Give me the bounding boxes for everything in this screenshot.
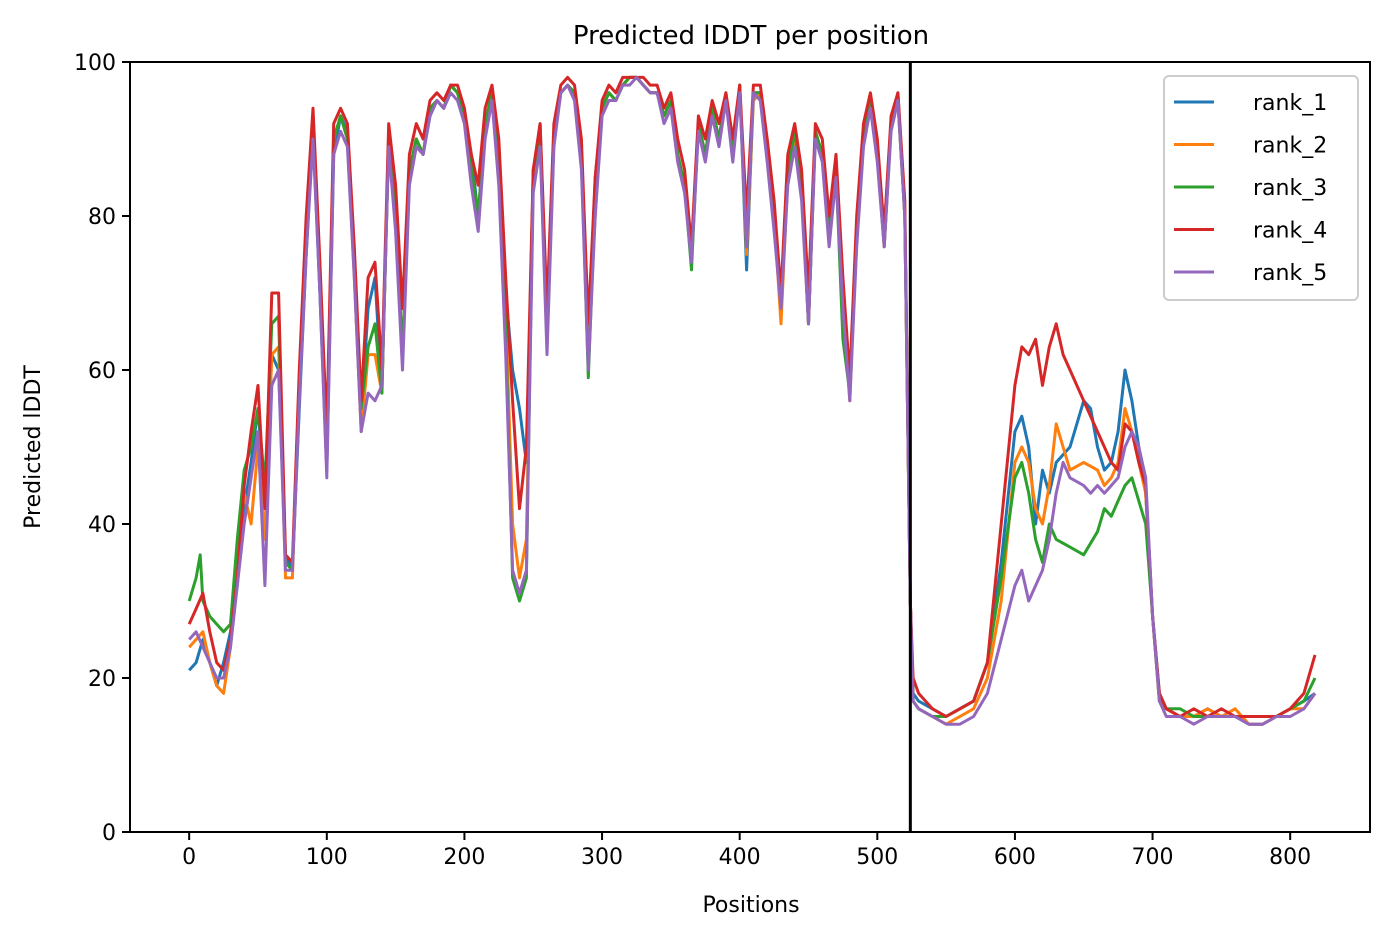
series-layer xyxy=(187,75,1317,726)
x-tick-label: 100 xyxy=(306,845,348,870)
y-tick-label: 60 xyxy=(88,359,116,384)
x-axis-label: Positions xyxy=(702,893,799,918)
legend-box xyxy=(1163,75,1359,301)
y-tick-label: 40 xyxy=(88,513,116,538)
legend-label-rank-1: rank_1 xyxy=(1253,91,1327,116)
legend-label-rank-5: rank_5 xyxy=(1253,261,1327,286)
x-tick-label: 700 xyxy=(1132,845,1174,870)
x-tick-label: 0 xyxy=(182,845,196,870)
legend-label-rank-3: rank_3 xyxy=(1253,176,1327,201)
series-line-rank-4 xyxy=(187,75,1317,718)
x-tick-label: 600 xyxy=(994,845,1036,870)
y-tick-label: 0 xyxy=(102,821,116,846)
x-tick-label: 500 xyxy=(856,845,898,870)
series-line-rank-3 xyxy=(187,75,1317,718)
axes-layer: 0 100 200 300 400 500 600 700 800 0 20 40 60 80 100 xyxy=(74,51,1371,870)
y-tick-label: 100 xyxy=(74,51,116,76)
series-line-rank-1 xyxy=(188,75,1316,726)
chart-title: Predicted lDDT per position xyxy=(573,21,929,51)
plot-frame xyxy=(129,61,1371,833)
x-tick-label: 800 xyxy=(1269,845,1311,870)
y-tick-label: 20 xyxy=(88,667,116,692)
x-tick-label: 400 xyxy=(719,845,761,870)
legend-label-rank-4: rank_4 xyxy=(1253,219,1327,244)
y-tick-label: 80 xyxy=(88,205,116,230)
x-tick-label: 200 xyxy=(443,845,485,870)
y-axis-label: Predicted lDDT xyxy=(21,365,46,529)
x-tick-label: 300 xyxy=(581,845,623,870)
legend-label-rank-2: rank_2 xyxy=(1253,134,1327,159)
legend: rank_1 rank_2 rank_3 rank_4 rank_5 xyxy=(1163,75,1359,301)
series-line-rank-5 xyxy=(188,75,1317,726)
series-line-rank-2 xyxy=(188,75,1317,726)
